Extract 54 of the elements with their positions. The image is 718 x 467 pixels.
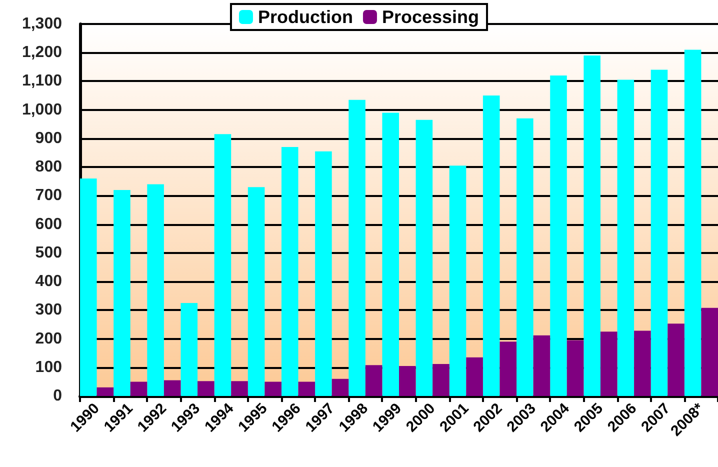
bar	[684, 50, 702, 396]
bar	[432, 364, 450, 396]
bar	[516, 118, 534, 396]
y-tick-label: 1,100	[22, 72, 62, 90]
bar	[281, 147, 298, 396]
bar	[500, 342, 517, 396]
legend-label: Processing	[382, 7, 480, 27]
bar	[214, 134, 232, 396]
bar	[248, 187, 265, 396]
bar	[315, 151, 332, 396]
bar	[114, 190, 130, 396]
y-tick-label: 900	[35, 130, 62, 147]
y-tick-label: 700	[35, 187, 62, 204]
bar	[382, 112, 399, 396]
y-tick-label: 800	[35, 158, 62, 176]
bar	[416, 120, 433, 396]
y-tick-label: 0	[53, 388, 62, 404]
bar	[701, 308, 718, 396]
y-tick-label: 200	[35, 330, 62, 348]
bar	[164, 380, 181, 396]
bar	[332, 378, 349, 396]
y-tick-label: 400	[35, 273, 62, 290]
bar	[482, 96, 500, 396]
bar	[130, 382, 148, 396]
y-tick-label: 600	[35, 216, 62, 233]
bar	[147, 184, 164, 396]
bar	[180, 303, 198, 396]
y-tick-label: 1,200	[22, 44, 62, 62]
legend-label: Production	[258, 7, 353, 27]
bar	[399, 366, 416, 396]
bar	[566, 340, 584, 396]
bar	[533, 335, 550, 396]
bar	[466, 357, 483, 396]
bar	[96, 387, 114, 396]
bar	[449, 166, 466, 396]
bar	[298, 382, 316, 396]
bar	[198, 381, 214, 396]
y-tick-label: 100	[35, 358, 62, 376]
bar	[617, 80, 634, 396]
bar	[634, 330, 651, 396]
y-tick-label: 1,300	[22, 16, 62, 32]
bar	[650, 70, 668, 396]
y-tick-label: 300	[35, 302, 62, 319]
y-tick-label: 500	[35, 244, 62, 262]
bar	[600, 332, 618, 396]
bar	[231, 381, 248, 396]
bar	[668, 324, 684, 396]
bar	[80, 178, 97, 396]
bar	[584, 55, 600, 396]
bar	[348, 100, 366, 396]
bar	[365, 365, 382, 396]
bar	[550, 76, 567, 396]
y-tick-label: 1,000	[22, 101, 62, 118]
bar	[264, 382, 282, 396]
